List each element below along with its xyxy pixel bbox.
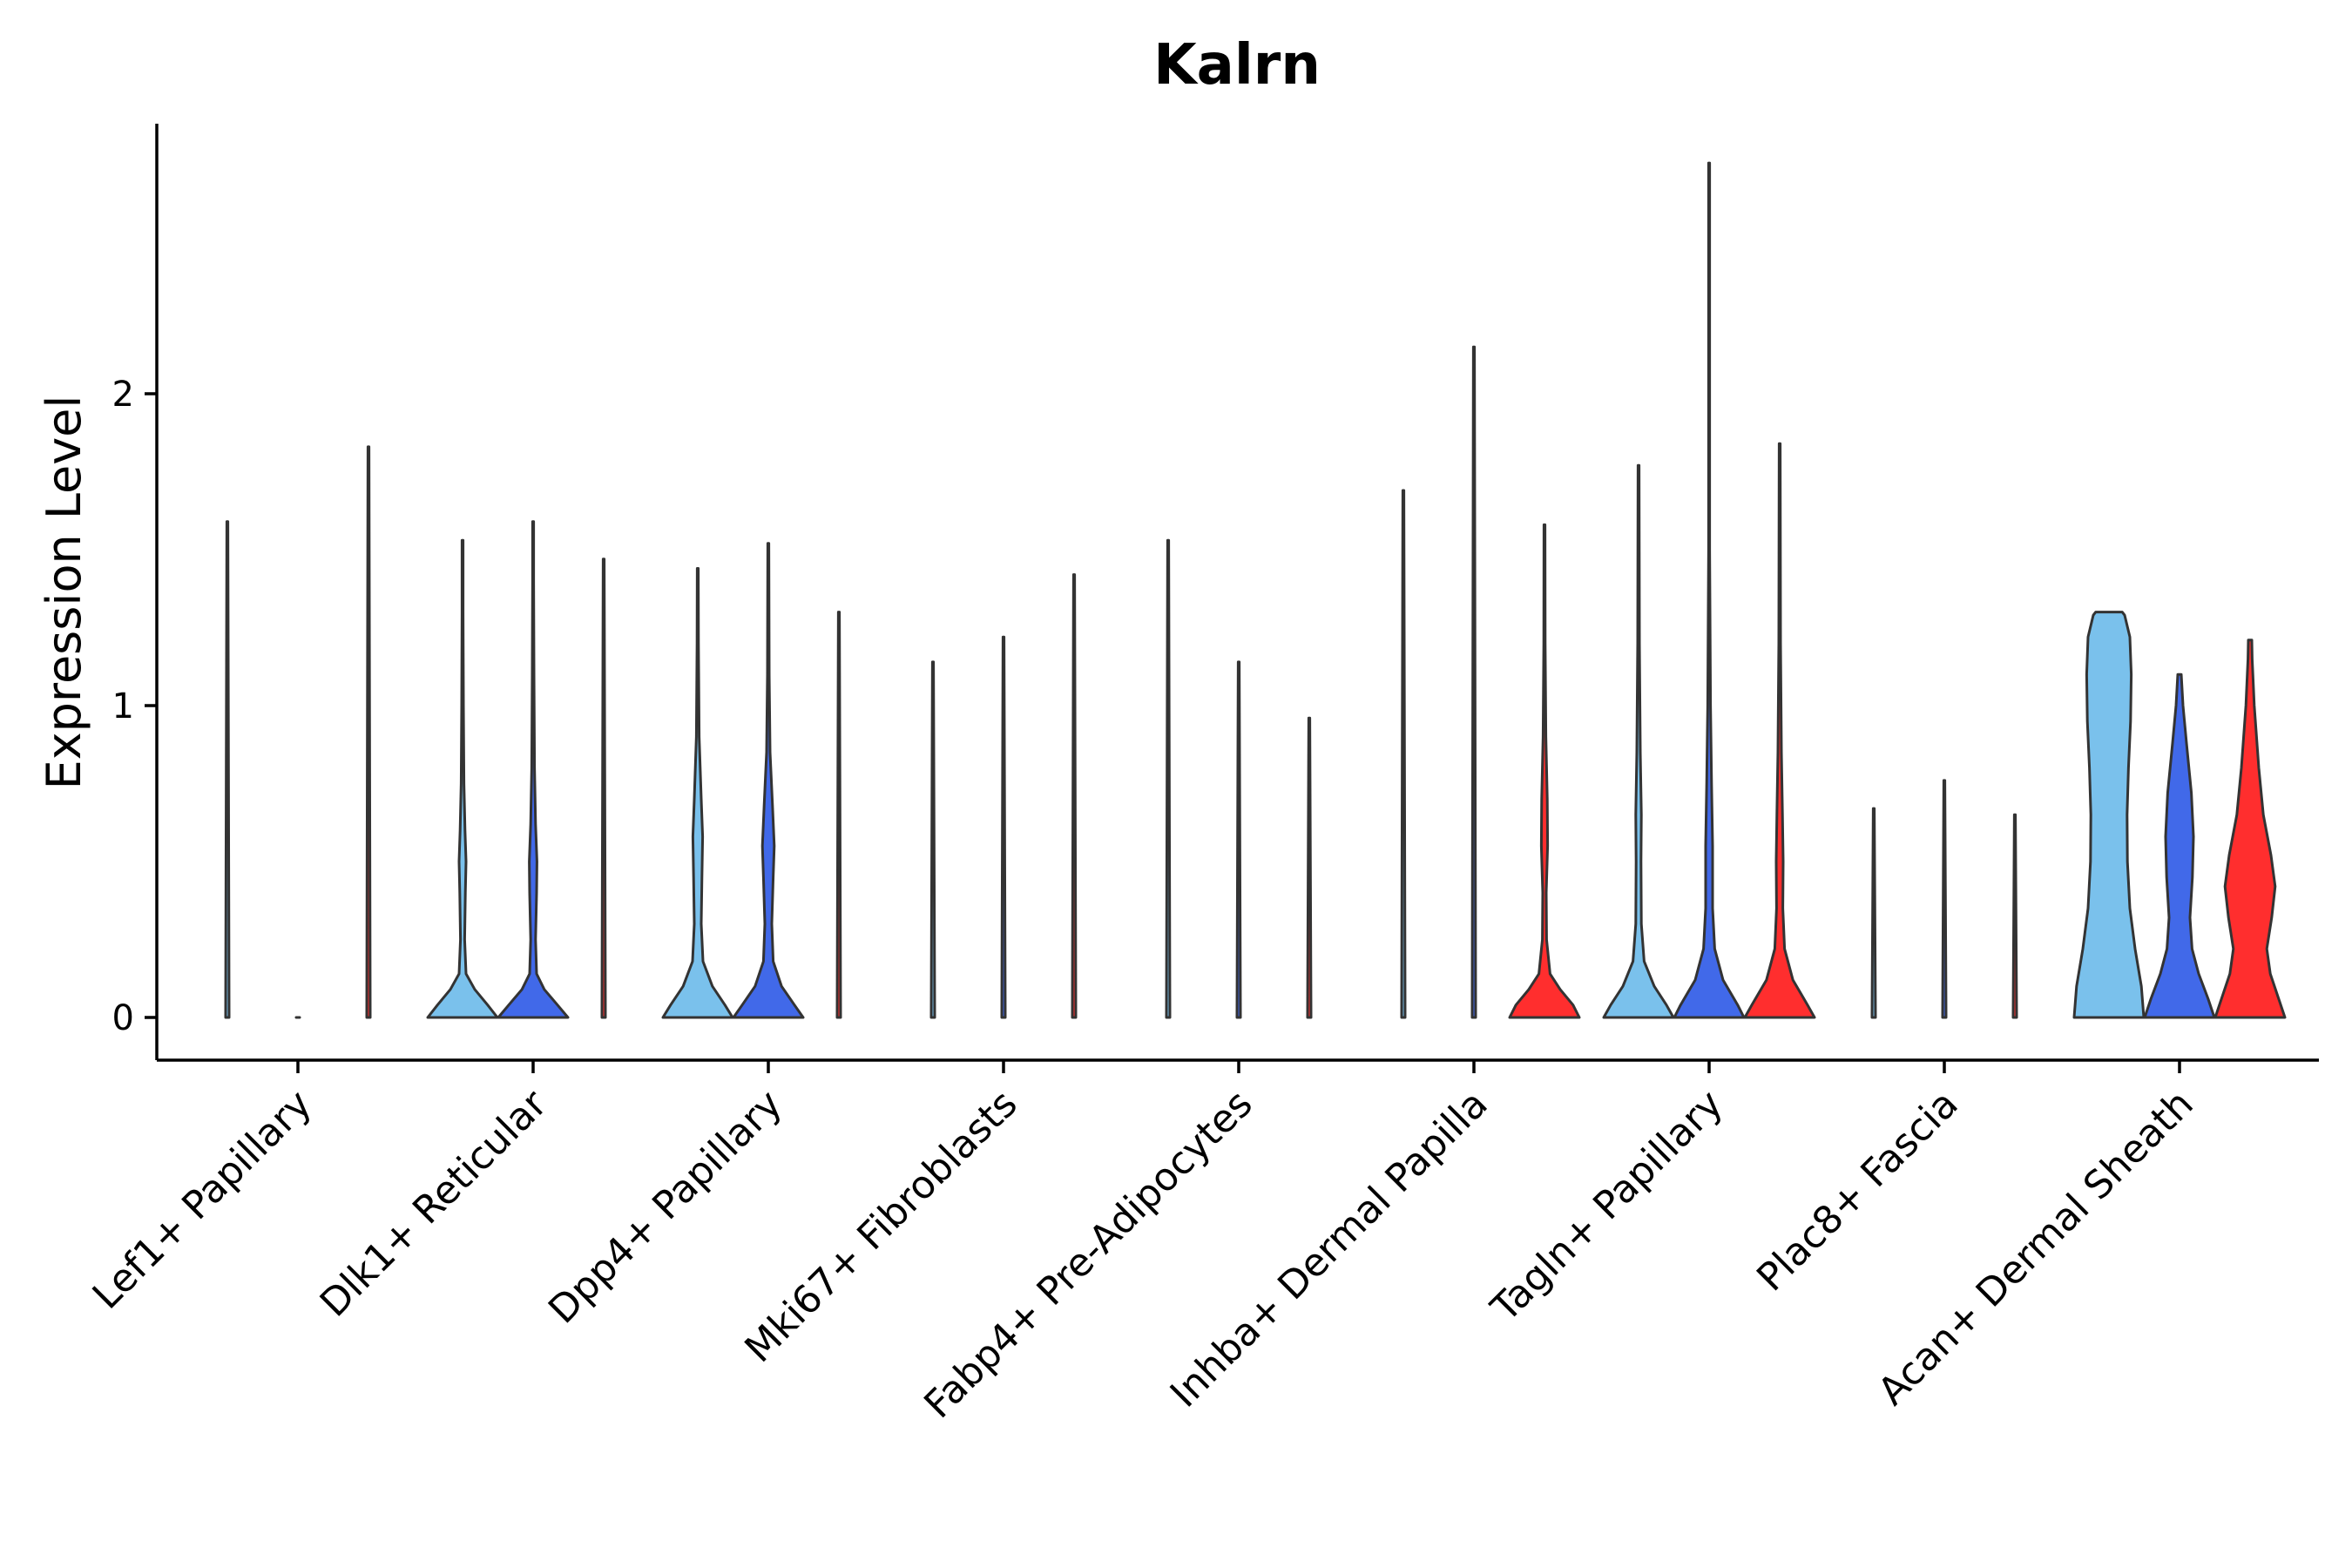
violin-dlk1-reticular-group-1 [426, 538, 499, 1019]
violin-plac8-fascia-group-3 [2011, 813, 2018, 1019]
violin-plac8-fascia-group-1 [1870, 807, 1877, 1019]
violin-inhba-dermal-papilla-group-2 [1470, 345, 1477, 1019]
violin-mki67-fibroblasts-group-1 [929, 660, 936, 1019]
violin-plac8-fascia-group-2 [1941, 779, 1948, 1019]
y-tick-label: 1 [112, 686, 134, 727]
violin-dlk1-reticular-group-3 [600, 558, 607, 1019]
violin-inhba-dermal-papilla-group-1 [1400, 489, 1407, 1019]
x-tick-label: Dpp4+ Papillary [540, 1082, 791, 1333]
x-tick-label: Tagln+ Papillary [1483, 1082, 1732, 1331]
violin-fabp4-pre-adipocytes-group-1 [1165, 538, 1172, 1019]
violin-inhba-dermal-papilla-group-3 [1508, 523, 1581, 1019]
violin-tagln-papillary-group-1 [1602, 463, 1675, 1019]
violin-acan-dermal-sheath-group-2 [2143, 672, 2216, 1019]
violin-dpp4-papillary-group-1 [661, 567, 734, 1019]
violin-mki67-fibroblasts-group-2 [1000, 635, 1007, 1019]
violin-mki67-fibroblasts-group-3 [1071, 573, 1078, 1019]
violin-fabp4-pre-adipocytes-group-3 [1306, 716, 1313, 1019]
x-tick-label: Plac8+ Fascia [1748, 1082, 1967, 1301]
violin-acan-dermal-sheath-group-3 [2213, 639, 2287, 1019]
violin-tagln-papillary-group-2 [1673, 161, 1746, 1019]
y-ticks: 0 1 2 [112, 375, 157, 1038]
violin-fabp4-pre-adipocytes-group-2 [1235, 660, 1242, 1019]
violin-acan-dermal-sheath-group-1 [2072, 611, 2146, 1019]
violin-lef1-papillary-group-3 [365, 445, 372, 1019]
y-tick-label: 0 [112, 998, 134, 1038]
y-tick-label: 2 [112, 375, 134, 415]
x-tick-label: Dlk1+ Reticular [312, 1081, 557, 1326]
violin-dpp4-papillary-group-3 [835, 611, 842, 1019]
violin-dlk1-reticular-group-2 [497, 520, 570, 1019]
chart-title: Kalrn [1153, 33, 1321, 98]
violins-layer [224, 161, 2287, 1019]
violin-lef1-papillary-group-1 [224, 520, 231, 1019]
violin-tagln-papillary-group-3 [1743, 442, 1816, 1019]
violin-dpp4-papillary-group-2 [732, 542, 805, 1019]
y-axis-label: Expression Level [37, 395, 91, 790]
x-tick-label: Lef1+ Papillary [84, 1082, 321, 1318]
